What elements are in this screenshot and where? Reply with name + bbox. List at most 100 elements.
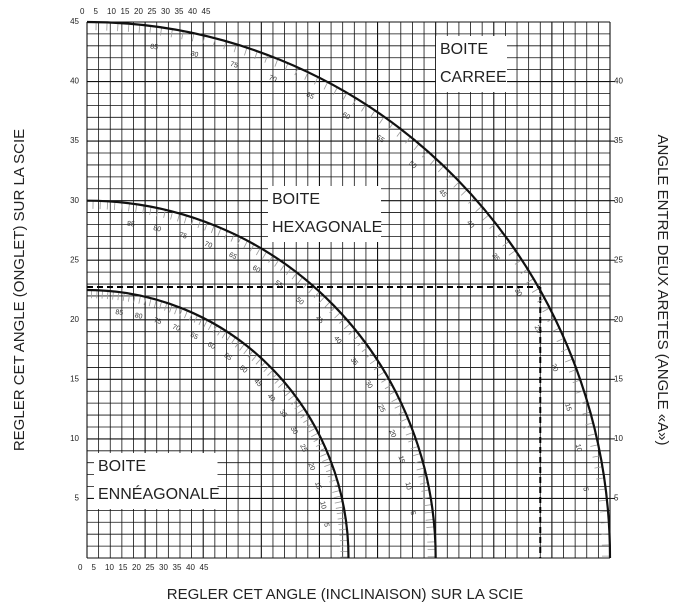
hatch [278,381,285,388]
hatch [212,38,216,47]
hatch [576,390,584,394]
hatch [121,202,123,211]
hatch [305,422,314,428]
y2-tick-label: 15 [614,374,623,383]
hatch [308,286,315,294]
hatch [598,499,607,502]
hatch [587,433,596,437]
y2-tick-label: 5 [614,494,619,503]
hatch [333,495,342,499]
hatch [207,322,213,331]
hatch [397,411,406,416]
hatch [224,230,229,239]
arc-label: 45 [252,378,263,389]
hatch [294,403,302,410]
label-box [436,36,507,92]
hatch [410,446,419,450]
hatch [233,44,237,53]
hatch [324,463,332,467]
hatch [255,247,261,256]
hatch [284,63,289,71]
hatch [531,288,540,293]
y-tick-label: 15 [70,374,79,383]
hatch [270,373,278,380]
hatch [330,484,339,488]
hatch [202,35,206,44]
hatch [297,276,303,284]
hatch [334,312,341,319]
hatch [325,468,334,473]
hatch [274,58,279,67]
hatch [149,25,152,35]
hatch [156,208,159,217]
hatch [424,511,433,514]
arc [86,20,612,559]
hatch [183,215,187,224]
hatch [489,223,496,230]
arc-label: 50 [294,296,305,306]
arc-label: 50 [238,364,249,374]
x-tick-label: 20 [132,563,141,572]
x-tick-label: 15 [121,7,130,16]
arc-label: 40 [465,219,475,230]
hatch [315,442,324,447]
arc-label: 75 [178,232,188,241]
y2-tick-label: 35 [614,136,623,145]
hatch [324,301,331,308]
x-tick-label: 35 [173,563,182,572]
hatch [163,209,166,218]
hatch [127,23,130,32]
arc-label: 10 [403,482,412,491]
arc-label: 80 [153,225,162,234]
hatch [412,453,421,457]
hatch [373,365,381,371]
hatch [597,488,606,491]
hatch [319,296,326,303]
hatch [403,424,411,429]
hatch [453,181,460,188]
arc-label: 45 [437,188,448,199]
hatch [337,517,346,520]
hatch [357,340,365,347]
hatch [405,431,414,436]
arc-label: 10 [318,501,327,510]
arc-label: 65 [189,332,199,342]
x-tick-label: 25 [148,7,157,16]
x-tick-label: 10 [105,563,114,572]
hatch [217,328,223,336]
y-tick-label: 20 [70,315,79,324]
arc-label: 15 [563,403,572,413]
y-tick-label: 30 [70,196,79,205]
hatch [184,310,188,319]
x-tick-label: 15 [119,563,128,572]
hatch [342,92,348,101]
box-label: HEXAGONALE [272,219,382,236]
hatch [188,312,193,321]
hatch [542,307,550,313]
hatch [133,294,136,303]
hatch [600,510,609,513]
arc-label: 25 [376,404,386,414]
y2-tick-label: 30 [614,196,623,205]
x-tick-label: 0 [80,7,85,16]
hatch [600,522,609,524]
hatch [421,489,430,492]
hatch [135,204,138,213]
hatch [495,232,503,238]
hatch [143,296,147,305]
hatch [400,418,409,422]
hatch [243,240,248,249]
hatch [177,213,180,222]
x-tick-label: 0 [78,563,83,572]
x-tick-label: 25 [146,563,155,572]
hatch [334,500,343,504]
arc-label: 80 [134,312,143,321]
hatch [426,526,435,528]
hatch [370,110,376,118]
hatch [596,477,605,480]
hatch [329,479,338,483]
hatch [267,369,274,376]
hatch [142,205,145,214]
hatch [117,291,120,301]
hatch [414,460,423,464]
